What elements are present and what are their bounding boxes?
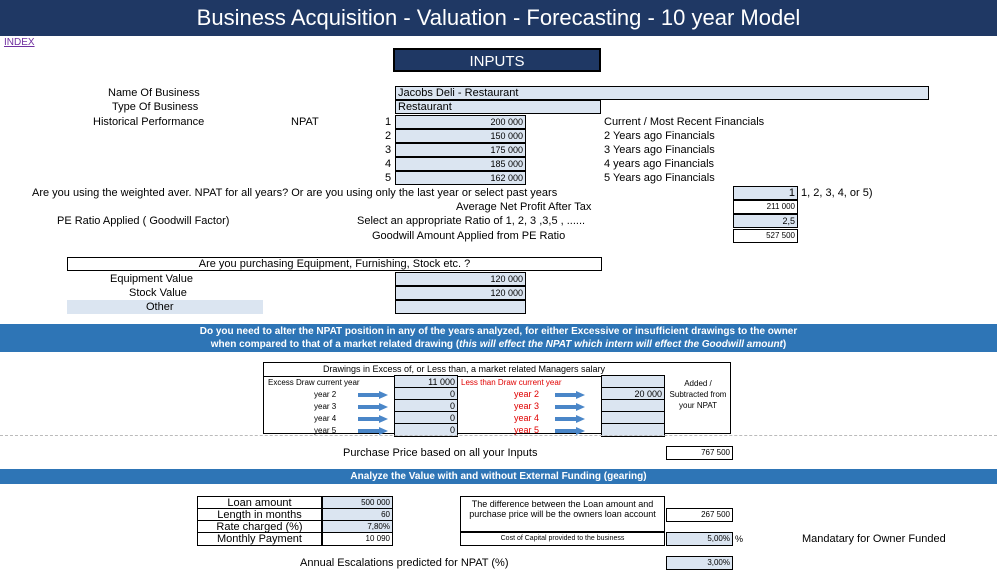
escalation-label: Annual Escalations predicted for NPAT (%… <box>300 557 509 569</box>
inputs-heading: INPUTS <box>393 48 601 72</box>
avg-npat-value: 211 000 <box>733 200 798 214</box>
added-subtracted-label: Added / Subtracted from your NPAT <box>669 379 727 410</box>
arrow-right-icon <box>555 391 585 399</box>
drawings-title: Drawings in Excess of, or Less than, a m… <box>263 363 665 377</box>
purchase-price-label: Purchase Price based on all your Inputs <box>343 447 538 459</box>
other-label-cell <box>67 300 263 314</box>
loan-label: Loan amount <box>197 496 322 510</box>
npat-value-field[interactable]: 175 000 <box>395 143 526 157</box>
stock-field[interactable]: 120 000 <box>395 286 526 300</box>
historical-label: Historical Performance <box>93 116 205 128</box>
loan-label: Length in months <box>197 508 322 522</box>
npat-value-field[interactable]: 185 000 <box>395 157 526 171</box>
pe-ratio-label: PE Ratio Applied ( Goodwill Factor) <box>57 215 230 227</box>
npat-value-field[interactable]: 200 000 <box>395 115 526 129</box>
npat-year-desc: 2 Years ago Financials <box>604 130 715 142</box>
draw-year-label: year 4 <box>314 414 337 423</box>
draw-right-year-label: year 3 <box>514 401 540 411</box>
npat-year-num: 2 <box>385 130 392 142</box>
other-field[interactable] <box>395 300 526 314</box>
equipment-field[interactable]: 120 000 <box>395 272 526 286</box>
npat-year-desc: Current / Most Recent Financials <box>604 116 765 128</box>
avg-npat-label: Average Net Profit After Tax <box>456 201 592 213</box>
purchase-question: Are you purchasing Equipment, Furnishing… <box>67 257 602 271</box>
draw-right-year-label: year 2 <box>514 389 540 399</box>
npat-year-num: 5 <box>385 172 392 184</box>
difference-box <box>460 496 665 532</box>
npat-year-num: 3 <box>385 144 392 156</box>
index-link[interactable]: INDEX <box>4 37 35 48</box>
goodwill-value: 527 500 <box>733 229 798 243</box>
draw-right-year-label: year 5 <box>514 425 540 435</box>
npat-year-desc: 3 Years ago Financials <box>604 144 715 156</box>
business-name-label: Name Of Business <box>108 87 200 99</box>
business-name-field[interactable]: Jacobs Deli - Restaurant <box>395 86 929 100</box>
drawings-banner: Do you need to alter the NPAT position i… <box>0 324 997 352</box>
escalation-field[interactable]: 3,00% <box>666 556 733 570</box>
arrow-right-icon <box>358 391 388 399</box>
draw-right-field[interactable] <box>601 423 665 437</box>
arrow-right-icon <box>555 415 585 423</box>
difference-label: The difference between the Loan amount a… <box>469 499 656 519</box>
cost-capital-label: Cost of Capital provided to the business <box>460 532 665 546</box>
business-type-field[interactable]: Restaurant <box>395 100 601 114</box>
weighted-question: Are you using the weighted aver. NPAT fo… <box>32 187 558 199</box>
npat-year-num: 1 <box>385 116 392 128</box>
page-title: Business Acquisition - Valuation - Forec… <box>196 5 801 30</box>
banner-line2: when compared to that of a market relate… <box>210 339 787 350</box>
npat-year-num: 4 <box>385 158 392 170</box>
draw-right-year-label: year 4 <box>514 413 540 423</box>
equipment-label: Equipment Value <box>110 273 193 285</box>
draw-year-label: year 3 <box>314 402 337 411</box>
arrow-right-icon <box>358 415 388 423</box>
weighted-hint: 1, 2, 3, 4, or 5) <box>801 187 873 199</box>
npat-year-desc: 4 years ago Financials <box>604 158 715 170</box>
owner-funded-note: Mandatary for Owner Funded <box>802 533 946 545</box>
npat-year-desc: 5 Years ago Financials <box>604 172 715 184</box>
other-label: Other <box>146 301 174 313</box>
pe-select-label: Select an appropriate Ratio of 1, 2, 3 ,… <box>357 215 586 227</box>
npat-value-field[interactable]: 162 000 <box>395 171 526 185</box>
divider <box>0 435 997 436</box>
draw-left-field[interactable]: 0 <box>394 423 458 437</box>
less-draw-label: Less than Draw current year <box>461 378 562 387</box>
banner-line1: Do you need to alter the NPAT position i… <box>199 326 798 337</box>
arrow-right-icon <box>555 403 585 411</box>
npat-value-field[interactable]: 150 000 <box>395 129 526 143</box>
funding-banner: Analyze the Value with and without Exter… <box>0 469 997 484</box>
draw-year-label: year 5 <box>314 426 337 435</box>
arrow-right-icon <box>358 427 388 435</box>
arrow-right-icon <box>555 427 585 435</box>
pe-ratio-field[interactable]: 2,5 <box>733 214 798 228</box>
npat-label: NPAT <box>291 116 319 128</box>
excess-draw-label: Excess Draw current year <box>268 378 360 387</box>
arrow-right-icon <box>358 403 388 411</box>
draw-year-label: year 2 <box>314 390 337 399</box>
goodwill-label: Goodwill Amount Applied from PE Ratio <box>372 230 566 242</box>
stock-label: Stock Value <box>129 287 187 299</box>
purchase-price-value: 767 500 <box>666 446 733 460</box>
cost-capital-field[interactable]: 5,00% <box>666 532 733 546</box>
weighted-years-field[interactable]: 1 <box>733 186 798 200</box>
business-type-label: Type Of Business <box>112 101 199 113</box>
loan-label: Monthly Payment <box>197 532 322 546</box>
difference-value: 267 500 <box>666 508 733 522</box>
title-bar <box>0 0 997 36</box>
loan-field: 10 090 <box>322 532 393 546</box>
percent-unit: % <box>735 534 744 544</box>
